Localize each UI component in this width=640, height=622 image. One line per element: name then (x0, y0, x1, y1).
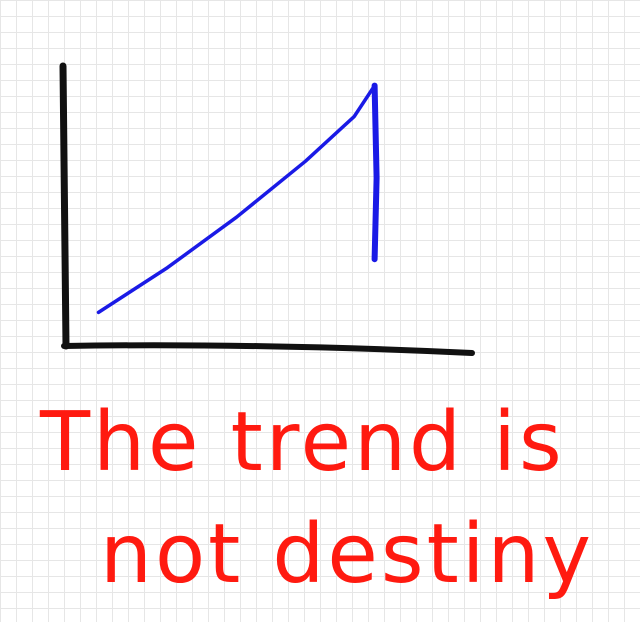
caption-line-2: not destiny (100, 507, 594, 602)
y-axis-line (59, 62, 70, 350)
caption-line-1: The trend is (39, 395, 565, 490)
series-drop-0 (371, 82, 380, 263)
series-layer (96, 82, 380, 315)
chart-axes (59, 62, 475, 356)
series-line-0 (96, 83, 379, 315)
x-axis-line (61, 342, 475, 356)
caption-layer: The trend is not destiny (39, 395, 594, 602)
